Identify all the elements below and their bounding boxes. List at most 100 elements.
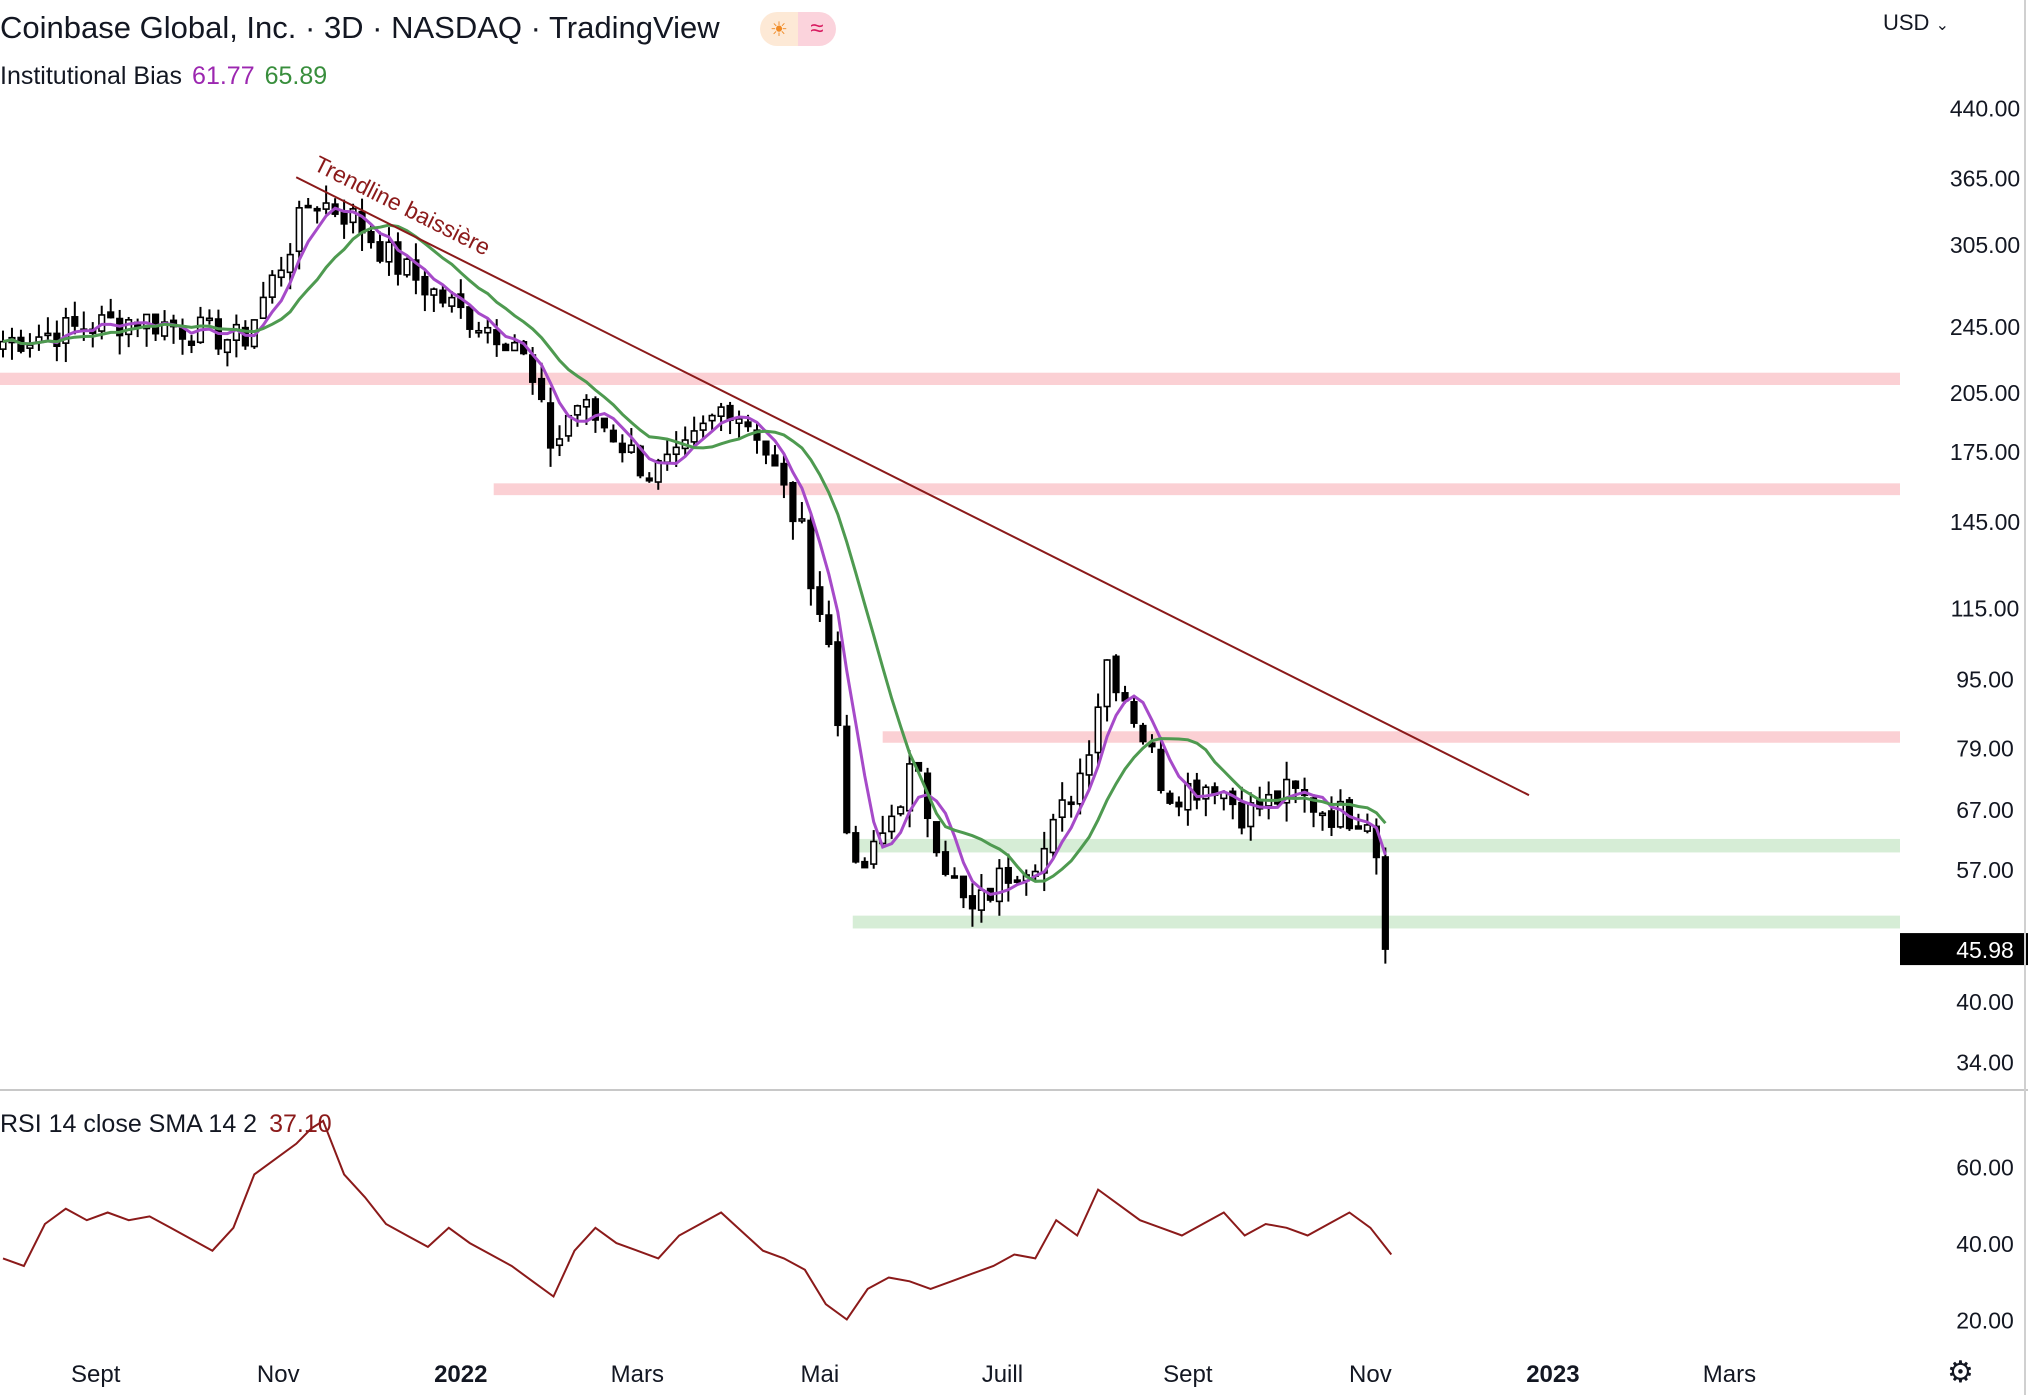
candle-body — [71, 316, 79, 327]
candle-body — [475, 329, 483, 334]
sr-zone-1 — [493, 483, 1900, 496]
candle-body — [1004, 866, 1012, 884]
candle-body — [107, 311, 115, 319]
last-price-label: 45.98 — [1956, 937, 2014, 963]
wave-icon[interactable]: ≈ — [798, 12, 836, 46]
chevron-down-icon: ⌄ — [1935, 17, 1949, 34]
candle-body — [600, 417, 608, 429]
indicator-badges[interactable]: ☀ ≈ — [760, 12, 836, 46]
zones-layer — [0, 372, 1901, 929]
candle-body — [690, 430, 698, 443]
currency-label: USD — [1883, 10, 1930, 35]
price-tick-label: 440.00 — [1950, 96, 2020, 122]
candle-body — [672, 446, 680, 456]
candle-body — [807, 519, 815, 590]
candle-body — [1238, 801, 1246, 829]
candle-body — [223, 339, 231, 354]
candle-body — [1157, 748, 1165, 792]
indicator-legend: Institutional Bias 61.77 65.89 — [0, 62, 327, 91]
price-tick-label: 365.00 — [1950, 165, 2020, 191]
candle-body — [1094, 706, 1102, 754]
time-tick-label: Mars — [611, 1361, 664, 1388]
price-tick-label: 95.00 — [1956, 667, 2014, 693]
candle-body — [493, 329, 501, 346]
price-tick-label: 205.00 — [1950, 380, 2020, 406]
last-price-tag — [1900, 933, 2028, 966]
candle-body — [367, 231, 375, 244]
candle-body — [699, 422, 707, 431]
candle-body — [555, 438, 564, 447]
candle-body — [313, 207, 321, 212]
rsi-tick-label: 40.00 — [1956, 1231, 2014, 1257]
candle-body — [1274, 790, 1282, 805]
candle-body — [412, 259, 420, 281]
price-tick-label: 145.00 — [1950, 509, 2020, 535]
rsi-value: 37.10 — [269, 1110, 332, 1138]
candle-body — [439, 289, 447, 304]
candle-body — [798, 518, 806, 522]
candle-body — [1175, 801, 1183, 808]
candle-body — [959, 875, 968, 899]
candle-body — [852, 832, 860, 863]
rsi-legend: RSI 14 close SMA 14 2 37.10 — [0, 1110, 332, 1139]
candle-body — [816, 586, 824, 615]
candle-body — [537, 377, 546, 401]
candle-body — [780, 462, 788, 486]
time-tick-label: Mars — [1703, 1361, 1756, 1388]
candle-body — [304, 204, 312, 209]
rsi-layer — [2, 1119, 1393, 1321]
candle-body — [295, 207, 303, 253]
candle-body — [1058, 799, 1066, 819]
candle-body — [125, 319, 133, 336]
time-tick-label: Juill — [982, 1361, 1023, 1388]
candle-body — [394, 241, 402, 275]
candle-body — [771, 454, 779, 467]
sun-icon[interactable]: ☀ — [760, 12, 798, 46]
candle-body — [322, 202, 330, 210]
candle-body — [502, 343, 510, 352]
candle-body — [1381, 856, 1389, 950]
candle-body — [1103, 659, 1111, 708]
candle-body — [62, 317, 70, 344]
candle-body — [906, 763, 914, 812]
price-tick-label: 34.00 — [1956, 1050, 2014, 1076]
rsi-label-text: RSI 14 close SMA 14 2 — [0, 1110, 258, 1138]
time-tick-label: Nov — [1349, 1361, 1392, 1388]
candle-body — [187, 340, 196, 346]
sr-zone-4 — [852, 915, 1901, 929]
price-tick-label: 245.00 — [1950, 314, 2020, 340]
time-tick-label: Nov — [257, 1361, 300, 1388]
price-tick-label: 175.00 — [1950, 439, 2020, 465]
rsi-line — [2, 1119, 1393, 1321]
candle-body — [1085, 754, 1093, 776]
candle-body — [591, 398, 600, 421]
candle-body — [286, 253, 294, 274]
sr-zone-0 — [0, 372, 1900, 385]
indicator-name: Institutional Bias — [0, 62, 183, 90]
gear-icon[interactable]: ⚙ — [1947, 1356, 1974, 1389]
candle-body — [277, 269, 285, 279]
candle-body — [1049, 818, 1057, 854]
candle-body — [744, 421, 752, 428]
candle-body — [941, 851, 950, 875]
candle-body — [654, 459, 662, 483]
candle-body — [268, 274, 276, 298]
candle-body — [1166, 792, 1174, 804]
indicator-value-slow: 65.89 — [264, 62, 328, 90]
ma-line-1 — [2, 223, 1387, 883]
candle-body — [1336, 800, 1345, 828]
sr-zone-2 — [882, 731, 1900, 743]
currency-selector[interactable]: USD ⌄ — [1883, 10, 1949, 36]
candle-body — [870, 840, 878, 865]
candle-body — [259, 296, 267, 319]
indicator-value-fast: 61.77 — [192, 62, 255, 90]
candle-body — [753, 429, 761, 441]
price-tick-label: 67.00 — [1956, 797, 2014, 823]
candle-body — [1327, 810, 1336, 828]
candle-body — [1283, 778, 1291, 804]
candle-body — [888, 815, 896, 833]
candle-body — [1202, 786, 1210, 800]
price-tick-label: 57.00 — [1956, 857, 2014, 883]
